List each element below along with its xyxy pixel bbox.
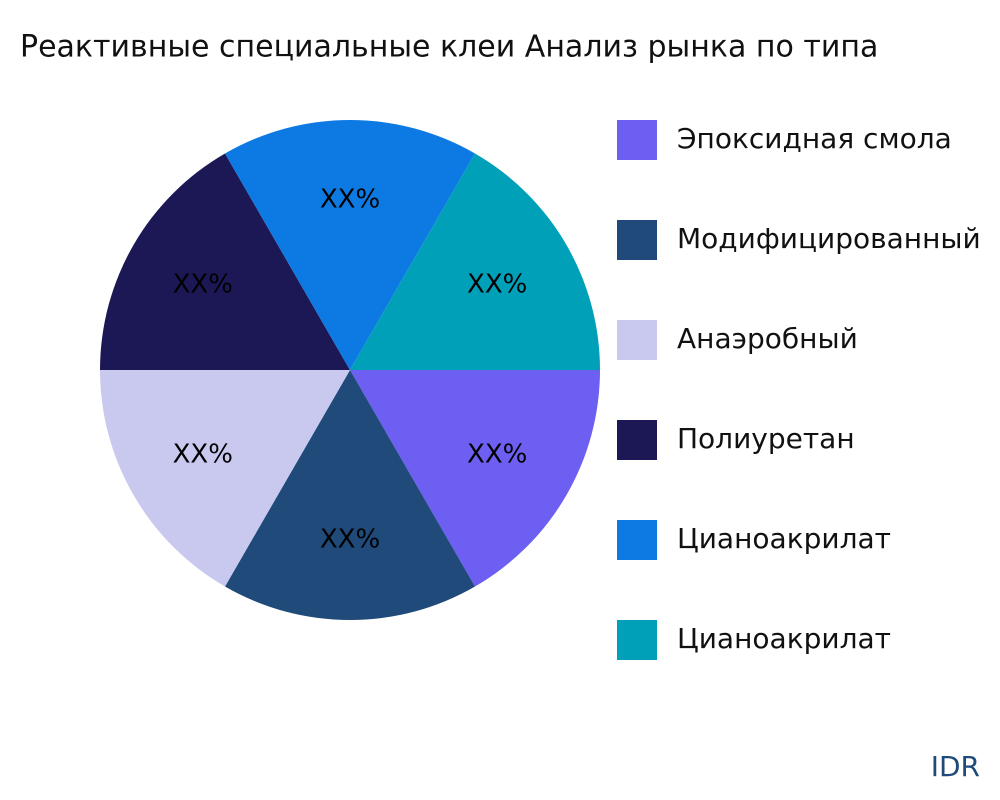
legend-label: Цианоакрилат (677, 522, 891, 555)
legend-label: Цианоакрилат (677, 622, 891, 655)
chart-title: Реактивные специальные клеи Анализ рынка… (20, 30, 878, 65)
legend-swatch (617, 420, 657, 460)
data-label: XX% (173, 440, 233, 470)
legend-label: Анаэробный (677, 322, 858, 355)
data-label: XX% (320, 525, 380, 555)
legend-swatch (617, 120, 657, 160)
pie-slice (100, 153, 350, 370)
legend-swatch (617, 220, 657, 260)
legend-swatch (617, 320, 657, 360)
legend-label: Полиуретан (677, 422, 855, 455)
watermark: IDR (931, 750, 980, 783)
pie-slice (100, 370, 350, 587)
pie-slice (225, 119, 475, 370)
legend-label: Эпоксидная смола (677, 122, 952, 155)
legend-swatch (617, 620, 657, 660)
data-label: XX% (320, 185, 380, 215)
data-label: XX% (467, 270, 527, 300)
data-label: XX% (467, 440, 527, 470)
legend-swatch (617, 520, 657, 560)
data-label: XX% (173, 270, 233, 300)
legend-label: Модифицированный (677, 222, 981, 255)
pie-slice (225, 370, 475, 620)
pie-slice (350, 153, 600, 370)
pie-slice (350, 370, 600, 587)
